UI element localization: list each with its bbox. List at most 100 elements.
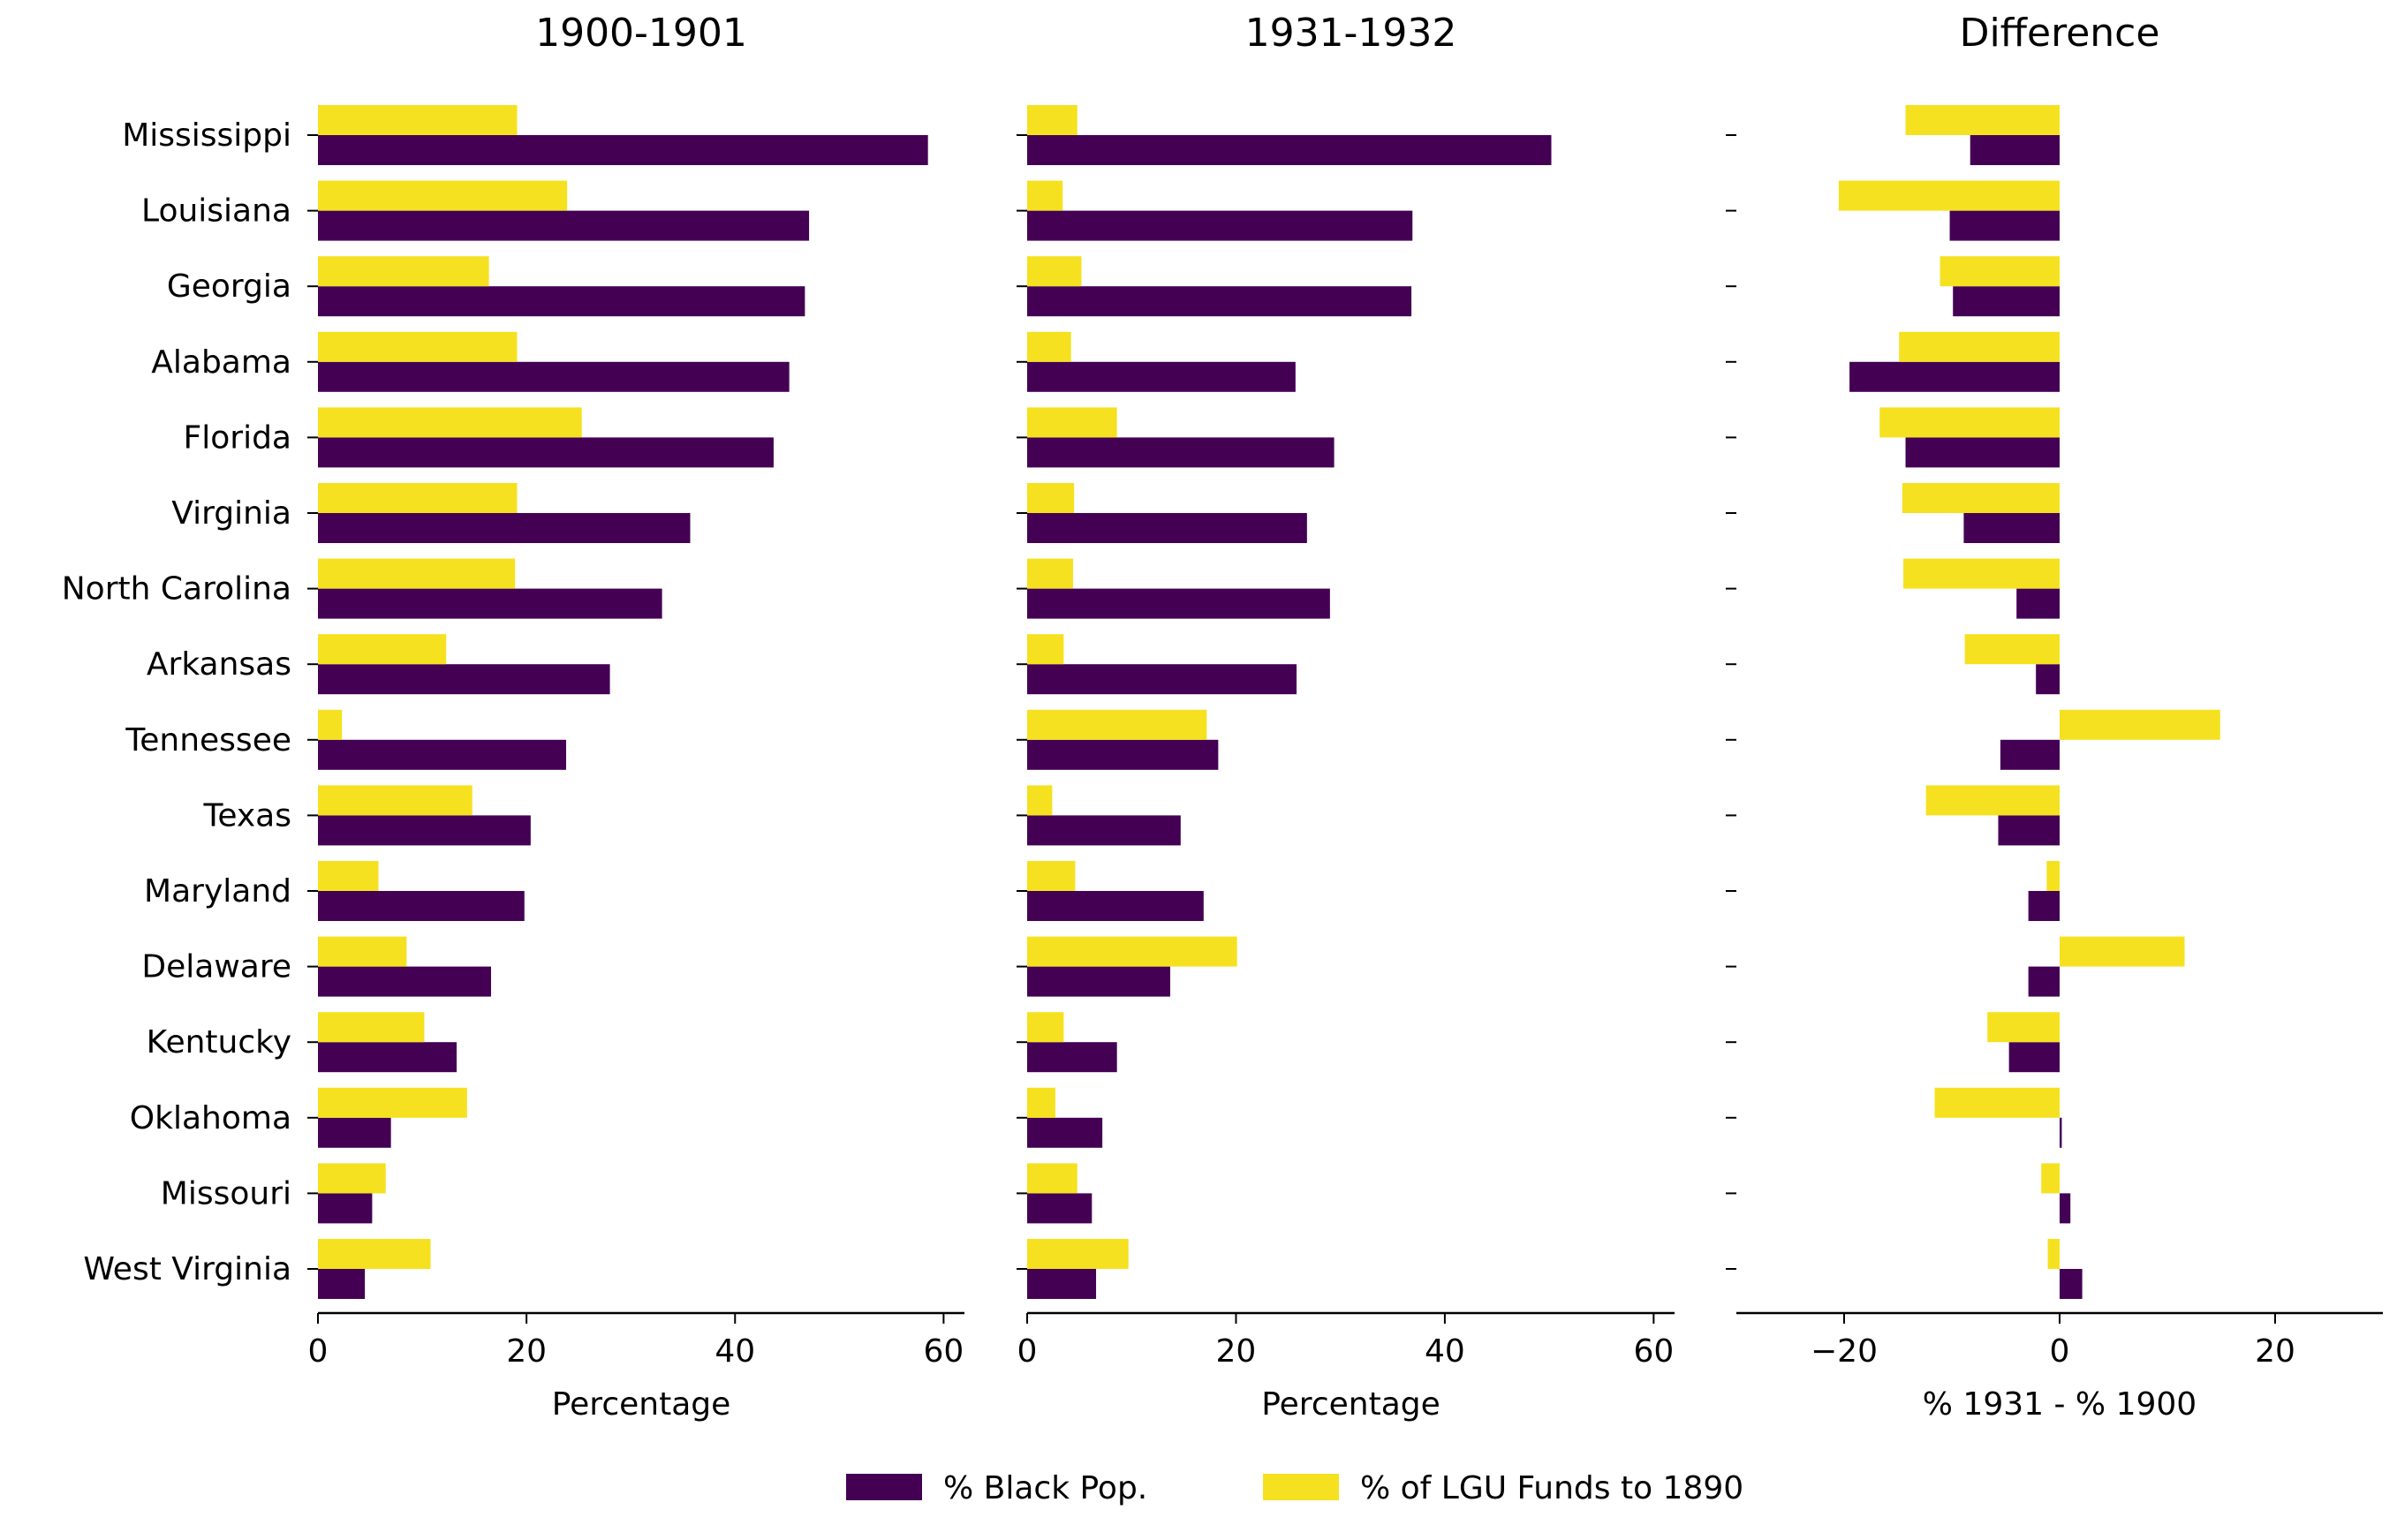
bar-black-pop-florida — [318, 437, 774, 468]
bar-of-lgu-funds-to-1890-oklahoma — [1027, 1087, 1055, 1118]
bar-of-lgu-funds-to-1890-north-carolina — [1903, 558, 2060, 589]
y-tick-label-florida: Florida — [184, 419, 291, 456]
bar-black-pop-georgia — [318, 286, 805, 317]
bar-black-pop-maryland — [2028, 891, 2060, 921]
bar-black-pop-texas — [1027, 815, 1181, 846]
bar-of-lgu-funds-to-1890-florida — [1027, 407, 1117, 438]
legend-item-of-lgu-funds-to-1890: % of LGU Funds to 1890 — [1263, 1470, 1743, 1506]
panel-1931-1932: 1931-1932 0 20 40 60 Percentage — [1017, 11, 1675, 1423]
x-tick-label: 20 — [1216, 1333, 1257, 1370]
bar-of-lgu-funds-to-1890-louisiana — [1027, 180, 1063, 211]
y-tick-label-maryland: Maryland — [144, 873, 291, 910]
bar-of-lgu-funds-to-1890-arkansas — [1964, 634, 2060, 665]
bar-black-pop-kentucky — [318, 1042, 457, 1073]
y-tick-label-oklahoma: Oklahoma — [130, 1100, 291, 1136]
bar-black-pop-west-virginia — [1027, 1269, 1097, 1299]
y-tick-label-delaware: Delaware — [141, 949, 291, 985]
legend: % Black Pop. % of LGU Funds to 1890 — [846, 1470, 1743, 1506]
bar-of-lgu-funds-to-1890-north-carolina — [1027, 558, 1074, 589]
bar-of-lgu-funds-to-1890-virginia — [1902, 483, 2060, 513]
y-tick-label-alabama: Alabama — [151, 344, 291, 381]
bar-of-lgu-funds-to-1890-alabama — [318, 331, 518, 362]
x-tick-label: 0 — [1017, 1333, 1038, 1370]
legend-swatch — [1263, 1474, 1339, 1500]
bar-of-lgu-funds-to-1890-florida — [1879, 407, 2060, 438]
bar-of-lgu-funds-to-1890-texas — [318, 785, 473, 816]
panel-difference: Difference −20 0 20 % 1931 - % 1900 — [1726, 11, 2383, 1423]
bar-of-lgu-funds-to-1890-west-virginia — [1027, 1239, 1129, 1269]
bar-of-lgu-funds-to-1890-virginia — [1027, 483, 1075, 513]
x-tick-label: 60 — [923, 1333, 964, 1370]
bar-black-pop-north-carolina — [2016, 588, 2060, 619]
y-tick-label-missouri: Missouri — [161, 1175, 291, 1212]
y-tick-label-virginia: Virginia — [171, 495, 291, 532]
panel-1900-1901: 1900-1901 Mississippi Louisiana Georgia Alab… — [62, 11, 964, 1423]
x-tick-label: 60 — [1633, 1333, 1674, 1370]
y-tick-label-tennessee: Tennessee — [125, 722, 291, 759]
bar-black-pop-alabama — [1849, 361, 2060, 392]
x-axis-label: Percentage — [552, 1386, 731, 1423]
bar-of-lgu-funds-to-1890-mississippi — [1027, 105, 1078, 135]
chart-panels: 1900-1901 Mississippi Louisiana Georgia Alab… — [62, 11, 2383, 1423]
panel-title: Difference — [1960, 11, 2160, 56]
bar-black-pop-mississippi — [318, 135, 928, 165]
bar-black-pop-georgia — [1027, 286, 1412, 317]
bar-black-pop-oklahoma — [2060, 1117, 2062, 1148]
bar-black-pop-delaware — [1027, 966, 1170, 997]
bar-black-pop-virginia — [1963, 513, 2060, 543]
bar-black-pop-oklahoma — [1027, 1117, 1103, 1148]
y-tick-label-north-carolina: North Carolina — [62, 571, 291, 608]
bar-black-pop-kentucky — [2008, 1042, 2060, 1073]
bar-black-pop-west-virginia — [2060, 1269, 2083, 1299]
x-tick-label: 40 — [1425, 1333, 1465, 1370]
bar-of-lgu-funds-to-1890-maryland — [1027, 861, 1076, 891]
panel-title: 1931-1932 — [1245, 11, 1457, 56]
bar-of-lgu-funds-to-1890-florida — [318, 407, 582, 438]
bar-of-lgu-funds-to-1890-delaware — [2060, 936, 2185, 967]
bar-black-pop-mississippi — [1027, 135, 1552, 165]
x-tick-label: 0 — [2050, 1333, 2070, 1370]
bar-of-lgu-funds-to-1890-alabama — [1899, 331, 2060, 362]
bar-black-pop-georgia — [1953, 286, 2060, 317]
bar-of-lgu-funds-to-1890-west-virginia — [2047, 1239, 2060, 1269]
bar-black-pop-delaware — [2028, 966, 2060, 997]
bar-black-pop-tennessee — [1027, 739, 1219, 770]
y-tick-label-texas: Texas — [202, 797, 291, 834]
bar-of-lgu-funds-to-1890-mississippi — [318, 105, 518, 135]
bar-black-pop-alabama — [1027, 361, 1296, 392]
bar-black-pop-arkansas — [318, 664, 610, 695]
bar-black-pop-texas — [318, 815, 531, 846]
bar-black-pop-kentucky — [1027, 1042, 1117, 1073]
bar-of-lgu-funds-to-1890-virginia — [318, 483, 518, 513]
bar-of-lgu-funds-to-1890-delaware — [1027, 936, 1237, 967]
bar-of-lgu-funds-to-1890-west-virginia — [318, 1239, 431, 1269]
bar-black-pop-north-carolina — [318, 588, 662, 619]
x-tick-label: 0 — [308, 1333, 329, 1370]
bar-black-pop-florida — [1027, 437, 1335, 468]
bar-black-pop-virginia — [318, 513, 691, 543]
bar-black-pop-arkansas — [1027, 664, 1297, 695]
bar-black-pop-alabama — [318, 361, 790, 392]
bar-black-pop-virginia — [1027, 513, 1307, 543]
bar-of-lgu-funds-to-1890-georgia — [1027, 256, 1082, 287]
bar-black-pop-missouri — [1027, 1193, 1093, 1224]
y-tick-label-kentucky: Kentucky — [147, 1024, 291, 1061]
y-tick-label-west-virginia: West Virginia — [83, 1251, 291, 1287]
bar-of-lgu-funds-to-1890-oklahoma — [1934, 1087, 2060, 1118]
bar-black-pop-louisiana — [318, 210, 810, 241]
bar-of-lgu-funds-to-1890-missouri — [1027, 1163, 1078, 1194]
legend-label: % of LGU Funds to 1890 — [1360, 1470, 1743, 1506]
bar-of-lgu-funds-to-1890-texas — [1027, 785, 1053, 816]
bar-of-lgu-funds-to-1890-georgia — [318, 256, 489, 287]
bar-of-lgu-funds-to-1890-mississippi — [1905, 105, 2060, 135]
bar-black-pop-louisiana — [1949, 210, 2060, 241]
legend-label: % Black Pop. — [943, 1470, 1147, 1506]
bar-black-pop-west-virginia — [318, 1269, 366, 1299]
x-tick-label: 40 — [715, 1333, 755, 1370]
bar-of-lgu-funds-to-1890-louisiana — [1838, 180, 2060, 211]
bar-of-lgu-funds-to-1890-oklahoma — [318, 1087, 467, 1118]
x-axis-label: % 1931 - % 1900 — [1923, 1386, 2197, 1423]
x-axis-label: Percentage — [1261, 1386, 1440, 1423]
legend-swatch — [846, 1474, 922, 1500]
bar-black-pop-tennessee — [318, 739, 566, 770]
